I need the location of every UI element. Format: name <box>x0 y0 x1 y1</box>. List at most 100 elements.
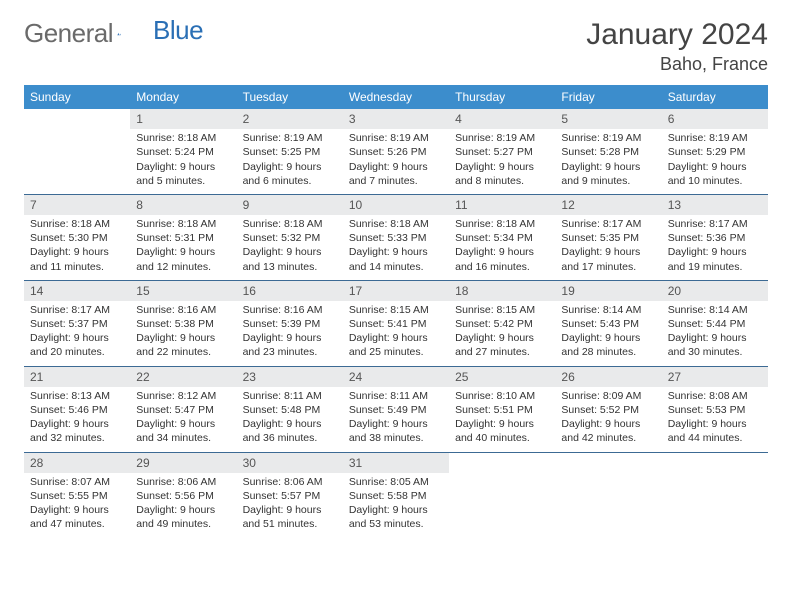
sunrise-text: Sunrise: 8:19 AM <box>349 131 443 145</box>
day-body: Sunrise: 8:05 AMSunset: 5:58 PMDaylight:… <box>343 473 449 538</box>
day-body: Sunrise: 8:15 AMSunset: 5:42 PMDaylight:… <box>449 301 555 366</box>
day-body: Sunrise: 8:17 AMSunset: 5:36 PMDaylight:… <box>662 215 768 280</box>
sunrise-text: Sunrise: 8:17 AM <box>561 217 655 231</box>
day-cell: 1Sunrise: 8:18 AMSunset: 5:24 PMDaylight… <box>130 109 236 194</box>
day-cell: 18Sunrise: 8:15 AMSunset: 5:42 PMDayligh… <box>449 280 555 366</box>
day-body: Sunrise: 8:19 AMSunset: 5:25 PMDaylight:… <box>237 129 343 194</box>
day-body: Sunrise: 8:16 AMSunset: 5:39 PMDaylight:… <box>237 301 343 366</box>
day-number: 28 <box>24 453 130 473</box>
sunset-text: Sunset: 5:44 PM <box>668 317 762 331</box>
day-body: Sunrise: 8:10 AMSunset: 5:51 PMDaylight:… <box>449 387 555 452</box>
sunrise-text: Sunrise: 8:14 AM <box>668 303 762 317</box>
day-number: 31 <box>343 453 449 473</box>
daylight-text: Daylight: 9 hours and 40 minutes. <box>455 417 549 445</box>
weekday-header: Tuesday <box>237 85 343 109</box>
day-cell <box>449 452 555 537</box>
day-body: Sunrise: 8:14 AMSunset: 5:43 PMDaylight:… <box>555 301 661 366</box>
sunset-text: Sunset: 5:36 PM <box>668 231 762 245</box>
daylight-text: Daylight: 9 hours and 12 minutes. <box>136 245 230 273</box>
week-row: 21Sunrise: 8:13 AMSunset: 5:46 PMDayligh… <box>24 366 768 452</box>
sunset-text: Sunset: 5:38 PM <box>136 317 230 331</box>
day-cell: 4Sunrise: 8:19 AMSunset: 5:27 PMDaylight… <box>449 109 555 194</box>
day-body: Sunrise: 8:17 AMSunset: 5:35 PMDaylight:… <box>555 215 661 280</box>
week-row: 1 Sunrise: 8:18 AMSunset: 5:24 PM Daylight… <box>24 109 768 194</box>
day-number: 1 <box>130 109 236 129</box>
day-number: 6 <box>662 109 768 129</box>
sunrise-text: Sunrise: 8:15 AM <box>349 303 443 317</box>
day-number: 17 <box>343 281 449 301</box>
daylight-text: Daylight: 9 hours and 34 minutes. <box>136 417 230 445</box>
daylight-text: Daylight: 9 hours and 10 minutes. <box>668 160 762 188</box>
sunset-text: Sunset: 5:53 PM <box>668 403 762 417</box>
daylight-text: Daylight: 9 hours and 27 minutes. <box>455 331 549 359</box>
day-cell: 20Sunrise: 8:14 AMSunset: 5:44 PMDayligh… <box>662 280 768 366</box>
day-cell: 11Sunrise: 8:18 AMSunset: 5:34 PMDayligh… <box>449 194 555 280</box>
weekday-header: Saturday <box>662 85 768 109</box>
sunrise-text: Sunrise: 8:19 AM <box>668 131 762 145</box>
daylight-text: Daylight: 9 hours and 17 minutes. <box>561 245 655 273</box>
week-row: 7Sunrise: 8:18 AMSunset: 5:30 PMDaylight… <box>24 194 768 280</box>
day-body: Sunrise: 8:18 AMSunset: 5:33 PMDaylight:… <box>343 215 449 280</box>
sunset-text: Sunset: 5:33 PM <box>349 231 443 245</box>
day-number: 7 <box>24 195 130 215</box>
daylight-text: Daylight: 9 hours and 44 minutes. <box>668 417 762 445</box>
sunrise-text: Sunrise: 8:16 AM <box>243 303 337 317</box>
logo-accent: Blue <box>153 15 203 46</box>
day-number: 21 <box>24 367 130 387</box>
sunset-text: Sunset: 5:52 PM <box>561 403 655 417</box>
sunrise-text: Sunrise: 8:18 AM <box>455 217 549 231</box>
sunrise-text: Sunrise: 8:15 AM <box>455 303 549 317</box>
day-number: 19 <box>555 281 661 301</box>
daylight-text: Daylight: 9 hours and 25 minutes. <box>349 331 443 359</box>
sunset-text: Sunset: 5:57 PM <box>243 489 337 503</box>
daylight-text: Daylight: 9 hours and 22 minutes. <box>136 331 230 359</box>
day-number: 26 <box>555 367 661 387</box>
sunset-text: Sunset: 5:42 PM <box>455 317 549 331</box>
sunrise-text: Sunrise: 8:12 AM <box>136 389 230 403</box>
day-body: Sunrise: 8:19 AMSunset: 5:29 PMDaylight:… <box>662 129 768 194</box>
day-cell: 12Sunrise: 8:17 AMSunset: 5:35 PMDayligh… <box>555 194 661 280</box>
sunset-text: Sunset: 5:56 PM <box>136 489 230 503</box>
daylight-text: Daylight: 9 hours and 9 minutes. <box>561 160 655 188</box>
sunrise-text: Sunrise: 8:11 AM <box>243 389 337 403</box>
sunrise-text: Sunrise: 8:09 AM <box>561 389 655 403</box>
daylight-text: Daylight: 9 hours and 20 minutes. <box>30 331 124 359</box>
sunrise-text: Sunrise: 8:18 AM <box>136 131 230 145</box>
day-cell: 25Sunrise: 8:10 AMSunset: 5:51 PMDayligh… <box>449 366 555 452</box>
day-body: Sunrise: 8:18 AMSunset: 5:31 PMDaylight:… <box>130 215 236 280</box>
day-body: Sunrise: 8:17 AMSunset: 5:37 PMDaylight:… <box>24 301 130 366</box>
day-number: 3 <box>343 109 449 129</box>
sunrise-text: Sunrise: 8:18 AM <box>30 217 124 231</box>
week-row: 14Sunrise: 8:17 AMSunset: 5:37 PMDayligh… <box>24 280 768 366</box>
logo-sail-icon <box>117 23 121 45</box>
daylight-text: Daylight: 9 hours and 8 minutes. <box>455 160 549 188</box>
day-body: Sunrise: 8:06 AMSunset: 5:56 PMDaylight:… <box>130 473 236 538</box>
sunset-text: Sunset: 5:25 PM <box>243 145 337 159</box>
day-number: 13 <box>662 195 768 215</box>
sunset-text: Sunset: 5:51 PM <box>455 403 549 417</box>
day-cell: 24Sunrise: 8:11 AMSunset: 5:49 PMDayligh… <box>343 366 449 452</box>
sunset-text: Sunset: 5:32 PM <box>243 231 337 245</box>
title-block: January 2024 Baho, France <box>586 18 768 75</box>
daylight-text: Daylight: 9 hours and 51 minutes. <box>243 503 337 531</box>
daylight-text: Daylight: 9 hours and 14 minutes. <box>349 245 443 273</box>
sunset-text: Sunset: 5:29 PM <box>668 145 762 159</box>
day-number: 10 <box>343 195 449 215</box>
day-cell: 27Sunrise: 8:08 AMSunset: 5:53 PMDayligh… <box>662 366 768 452</box>
day-number: 8 <box>130 195 236 215</box>
sunrise-text: Sunrise: 8:18 AM <box>243 217 337 231</box>
day-body: Sunrise: 8:18 AMSunset: 5:34 PMDaylight:… <box>449 215 555 280</box>
weekday-header: Friday <box>555 85 661 109</box>
sunset-text: Sunset: 5:24 PM <box>136 145 230 159</box>
daylight-text: Daylight: 9 hours and 38 minutes. <box>349 417 443 445</box>
day-cell: 31Sunrise: 8:05 AMSunset: 5:58 PMDayligh… <box>343 452 449 537</box>
day-number: 25 <box>449 367 555 387</box>
sunset-text: Sunset: 5:39 PM <box>243 317 337 331</box>
daylight-text: Daylight: 9 hours and 36 minutes. <box>243 417 337 445</box>
sunrise-text: Sunrise: 8:05 AM <box>349 475 443 489</box>
day-number: 11 <box>449 195 555 215</box>
sunset-text: Sunset: 5:47 PM <box>136 403 230 417</box>
day-cell: 8Sunrise: 8:18 AMSunset: 5:31 PMDaylight… <box>130 194 236 280</box>
day-cell: 13Sunrise: 8:17 AMSunset: 5:36 PMDayligh… <box>662 194 768 280</box>
calendar-table: Sunday Monday Tuesday Wednesday Thursday… <box>24 85 768 537</box>
